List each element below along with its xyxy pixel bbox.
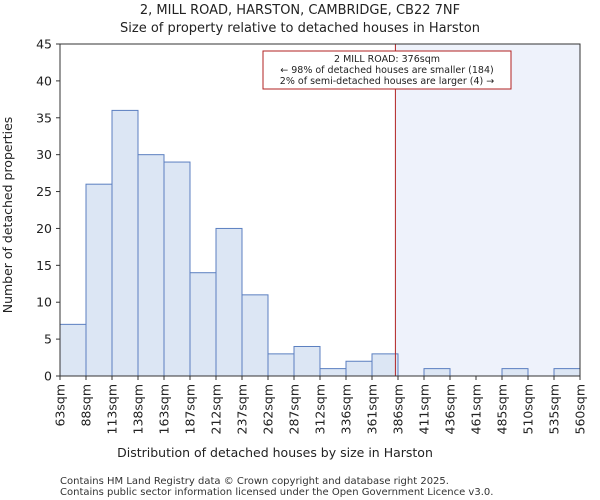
x-tick-label: 361sqm — [365, 384, 380, 434]
x-tick-label: 163sqm — [157, 384, 172, 434]
highlight-region — [395, 44, 580, 376]
footer-line1: Contains HM Land Registry data © Crown c… — [60, 476, 449, 487]
y-tick-label: 40 — [36, 73, 52, 88]
bar-485sqm — [501, 368, 529, 377]
x-tick-label: 560sqm — [573, 384, 588, 434]
bar-361sqm — [371, 353, 399, 377]
bar-212sqm — [215, 227, 243, 377]
x-tick-label: 212sqm — [209, 384, 224, 434]
bar-113sqm — [111, 109, 139, 377]
bar-287sqm — [293, 345, 321, 377]
bar-187sqm — [189, 272, 217, 377]
x-tick-label: 336sqm — [339, 384, 354, 434]
x-tick-label: 287sqm — [287, 384, 302, 434]
y-tick-label: 20 — [36, 221, 52, 236]
chart-title-line1: 2, MILL ROAD, HARSTON, CAMBRIDGE, CB22 7… — [140, 3, 460, 18]
y-tick-label: 25 — [36, 184, 52, 199]
y-tick-label: 5 — [44, 332, 52, 347]
y-tick-label: 35 — [36, 110, 52, 125]
bars — [59, 109, 581, 377]
bar-312sqm — [319, 368, 347, 377]
y-ticks: 0 5 10 15 20 25 30 35 40 45 — [36, 37, 60, 384]
x-tick-label: 138sqm — [131, 384, 146, 434]
x-tick-label: 535sqm — [547, 384, 562, 434]
bar-163sqm — [163, 161, 191, 377]
annotation-line-1: 2 MILL ROAD: 376sqm — [334, 54, 440, 65]
y-tick-label: 30 — [36, 147, 52, 162]
bar-63sqm — [59, 323, 87, 377]
y-tick-label: 15 — [36, 258, 52, 273]
footer-line2: Contains public sector information licen… — [60, 487, 493, 498]
y-tick-label: 0 — [44, 369, 52, 384]
property-marker: 2 MILL ROAD: 376sqm← 98% of detached hou… — [262, 44, 512, 376]
x-tick-label: 510sqm — [521, 384, 536, 434]
plot-background — [395, 44, 580, 376]
x-tick-label: 411sqm — [417, 384, 432, 434]
x-tick-label: 312sqm — [313, 384, 328, 434]
bar-535sqm — [553, 368, 581, 377]
bar-138sqm — [137, 154, 165, 377]
x-tick-label: 461sqm — [469, 384, 484, 434]
annotation-line-3: 2% of semi-detached houses are larger (4… — [280, 76, 494, 87]
y-tick-label: 45 — [36, 37, 52, 52]
bar-262sqm — [267, 353, 295, 377]
chart-title-line2: Size of property relative to detached ho… — [120, 21, 480, 36]
x-axis-label: Distribution of detached houses by size … — [117, 445, 433, 460]
x-tick-label: 485sqm — [495, 384, 510, 434]
y-tick-label: 10 — [36, 295, 52, 310]
x-tick-label: 386sqm — [391, 384, 406, 434]
bar-237sqm — [241, 294, 269, 377]
bar-336sqm — [345, 360, 373, 377]
x-tick-label: 436sqm — [443, 384, 458, 434]
y-axis-label: Number of detached properties — [0, 117, 15, 314]
x-tick-label: 262sqm — [261, 384, 276, 434]
x-tick-label: 113sqm — [105, 384, 120, 434]
annotation-box — [262, 50, 512, 90]
bar-88sqm — [85, 183, 113, 377]
x-ticks: 63sqm 88sqm 113sqm 138sqm 163sqm 187sqm 212sqm… — [53, 376, 588, 434]
x-tick-label: 88sqm — [79, 384, 94, 427]
x-tick-label: 63sqm — [53, 384, 68, 427]
x-tick-label: 237sqm — [235, 384, 250, 434]
annotation-line-2: ← 98% of detached houses are smaller (18… — [280, 65, 493, 76]
bar-411sqm — [423, 368, 451, 377]
x-tick-label: 187sqm — [183, 384, 198, 434]
